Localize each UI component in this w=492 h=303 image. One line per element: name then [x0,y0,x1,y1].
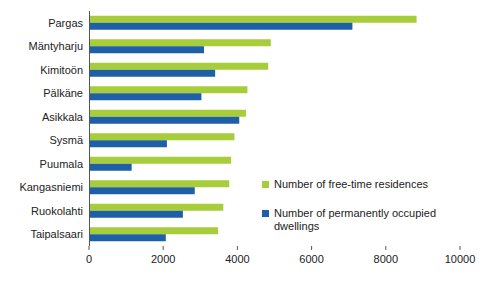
legend-swatch [262,210,269,217]
tick-mark [385,246,386,250]
legend-item: Number of free-time residences [262,178,459,191]
bar [89,180,229,187]
bar [89,211,183,218]
bar [89,140,167,147]
bar [89,46,204,53]
tick-label: 0 [86,253,92,265]
tick-label: 6000 [299,253,323,265]
bar [89,204,223,211]
tick-mark [163,246,164,250]
legend-label: Number of free-time residences [274,178,459,191]
category-label: Pargas [48,17,83,29]
bar [89,157,231,164]
tick-label: 10000 [445,253,476,265]
category-label: Mäntyharju [29,40,83,52]
legend-swatch [262,181,269,188]
bar [89,63,268,70]
tick-mark [460,246,461,250]
bar [89,117,239,124]
bar [89,110,246,117]
bar [89,187,195,194]
tick-mark [89,246,90,250]
bar [89,16,417,23]
bar [89,164,132,171]
bar [89,39,271,46]
tick-mark [237,246,238,250]
category-label: Kangasniemi [19,181,83,193]
bar [89,234,166,241]
legend-item: Number of permanently occupied dwellings [262,207,459,233]
chart: Pargas Mäntyharju Kimitoön Pälkäne Asikkala S… [0,0,492,303]
bar [89,86,247,93]
legend-label: Number of permanently occupied dwellings [274,207,459,233]
bar [89,23,352,30]
tick-label: 8000 [374,253,398,265]
bar [89,227,218,234]
tick-label: 2000 [151,253,175,265]
axis-line [89,11,90,246]
category-label: Kimitoön [40,64,83,76]
bar [89,70,215,77]
category-label: Asikkala [42,111,84,123]
x-axis-line [89,246,460,247]
category-label: Taipalsaari [30,228,83,240]
bar [89,93,201,100]
tick-mark [311,246,312,250]
category-label: Ruokolahti [31,205,83,217]
category-label: Puumala [40,158,84,170]
tick-label: 4000 [225,253,249,265]
bar [89,133,234,140]
category-label: Sysmä [49,134,84,146]
category-label: Pälkäne [43,87,83,99]
